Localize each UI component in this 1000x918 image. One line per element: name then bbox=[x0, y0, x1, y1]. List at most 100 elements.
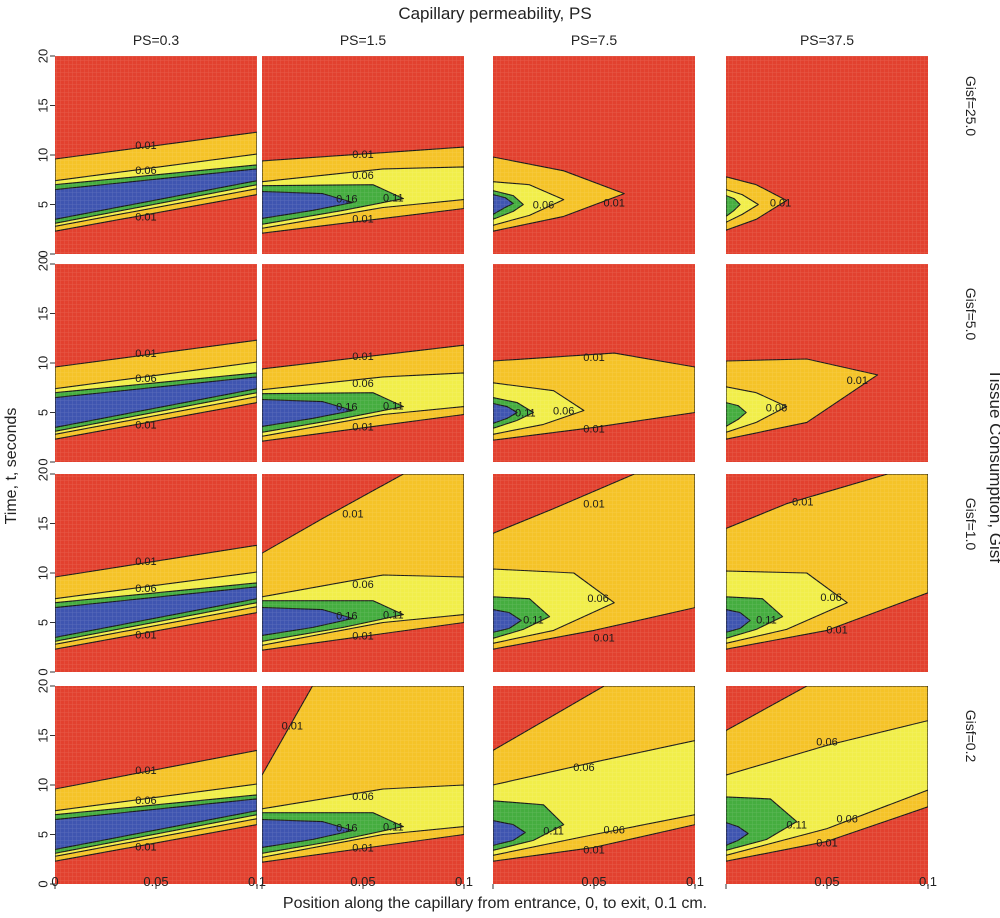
contour-panel: 0.06 0.06 0.11 0.01 bbox=[726, 686, 928, 884]
contour-label: 0.01 bbox=[583, 352, 604, 364]
contour-label: 0.06 bbox=[573, 762, 594, 774]
contour-label: 0.01 bbox=[135, 140, 156, 152]
panel-texture bbox=[726, 686, 928, 884]
x-tick-label: 0.05 bbox=[814, 874, 839, 889]
contour-panel: 0.01 0.06 0.16 0.11 0.01 bbox=[262, 56, 464, 254]
y-tick-label: 5 bbox=[35, 409, 50, 416]
y-axis-label: Time, t, seconds bbox=[3, 408, 20, 525]
contour-panel: 0.01 0.11 0.06 0.01 bbox=[493, 264, 695, 462]
panel-texture bbox=[493, 264, 695, 462]
contour-label: 0.16 bbox=[336, 194, 357, 206]
y-tick-label: 0 bbox=[35, 880, 50, 887]
contour-label: 0.06 bbox=[587, 593, 608, 605]
panel-texture bbox=[55, 56, 257, 254]
contour-panel: 0.01 0.06 0.01 bbox=[55, 474, 257, 672]
contour-label: 0.11 bbox=[756, 615, 777, 627]
contour-label: 0.06 bbox=[352, 791, 373, 803]
contour-panel: 0.01 0.06 0.16 0.11 0.01 bbox=[262, 474, 464, 672]
contour-label: 0.06 bbox=[603, 825, 624, 837]
contour-label: 0.11 bbox=[786, 820, 807, 832]
contour-label: 0.11 bbox=[383, 401, 404, 413]
y-tick-label: 15 bbox=[35, 98, 50, 112]
column-label: PS=37.5 bbox=[800, 32, 854, 48]
panel-texture bbox=[726, 474, 928, 672]
contour-label: 0.11 bbox=[383, 822, 404, 834]
contour-label: 0.01 bbox=[352, 351, 373, 363]
contour-panel: 0.01 0.06 0.16 0.11 0.01 bbox=[262, 686, 464, 884]
contour-panel: 0.06 0.06 0.11 0.01 bbox=[493, 686, 695, 884]
x-tick-label: 0.1 bbox=[686, 874, 704, 889]
contour-panel: 0.01 0.06 0.01 bbox=[55, 686, 257, 884]
contour-label: 0.16 bbox=[336, 402, 357, 414]
panel-texture bbox=[726, 56, 928, 254]
y-tick-label: 20 bbox=[35, 467, 50, 481]
contour-panel: 0.01 bbox=[726, 56, 928, 254]
contour-label: 0.01 bbox=[282, 721, 303, 733]
panel-texture bbox=[262, 264, 464, 462]
contour-label: 0.01 bbox=[847, 375, 868, 387]
column-label: PS=0.3 bbox=[133, 32, 180, 48]
x-tick-label: 0.05 bbox=[143, 874, 168, 889]
y-tick-label: 15 bbox=[35, 306, 50, 320]
contour-label: 0.11 bbox=[515, 408, 536, 420]
y-tick-label: 10 bbox=[35, 356, 50, 370]
contour-label: 0.01 bbox=[583, 499, 604, 511]
y-tick-label: 5 bbox=[35, 619, 50, 626]
contour-label: 0.06 bbox=[135, 373, 156, 385]
x-tick-label: 0.05 bbox=[581, 874, 606, 889]
row-label: Gisf=25.0 bbox=[963, 76, 979, 137]
contour-label: 0.01 bbox=[352, 842, 373, 854]
contour-panel: 0.01 0.06 0.11 0.01 bbox=[726, 474, 928, 672]
y-tick-label: 10 bbox=[35, 778, 50, 792]
contour-label: 0.01 bbox=[593, 632, 614, 644]
x-axis-label: Position along the capillary from entran… bbox=[283, 895, 707, 912]
y-tick-label: 20 bbox=[35, 257, 50, 271]
contour-label: 0.11 bbox=[523, 615, 544, 627]
x-tick-label: 0.1 bbox=[455, 874, 473, 889]
contour-label: 0.16 bbox=[336, 611, 357, 623]
contour-label: 0.01 bbox=[135, 629, 156, 641]
panel-texture bbox=[262, 474, 464, 672]
contour-panel: 0.01 0.06 0.01 bbox=[55, 264, 257, 462]
row-label: Gisf=0.2 bbox=[963, 710, 979, 763]
contour-label: 0.01 bbox=[352, 149, 373, 161]
contour-label: 0.01 bbox=[816, 837, 837, 849]
contour-panel: 0.01 0.06 0.16 0.11 0.01 bbox=[262, 264, 464, 462]
contour-label: 0.01 bbox=[583, 844, 604, 856]
y-tick-label: 10 bbox=[35, 566, 50, 580]
contour-label: 0.01 bbox=[135, 348, 156, 360]
y-tick-label: 20 bbox=[35, 679, 50, 693]
panel-texture bbox=[493, 56, 695, 254]
y-tick-label: 10 bbox=[35, 148, 50, 162]
x-tick-label: 0 bbox=[51, 874, 58, 889]
contour-label: 0.01 bbox=[826, 624, 847, 636]
panel-texture bbox=[55, 264, 257, 462]
contour-label: 0.11 bbox=[383, 193, 404, 205]
contour-label: 0.01 bbox=[352, 213, 373, 225]
contour-label: 0.06 bbox=[135, 583, 156, 595]
contour-label: 0.01 bbox=[603, 198, 624, 210]
x-tick-label: 0.1 bbox=[248, 874, 266, 889]
contour-panel: 0.01 0.06 0.01 bbox=[55, 56, 257, 254]
contour-label: 0.06 bbox=[352, 378, 373, 390]
column-label: PS=1.5 bbox=[340, 32, 387, 48]
contour-label: 0.01 bbox=[135, 841, 156, 853]
contour-panel: 0.06 0.01 bbox=[493, 56, 695, 254]
contour-label: 0.01 bbox=[792, 497, 813, 509]
contour-panel: 0.06 0.01 bbox=[726, 264, 928, 462]
panel-texture bbox=[262, 56, 464, 254]
contour-label: 0.06 bbox=[135, 795, 156, 807]
panel-grid: 0.01 0.06 0.01 0.01 0.06 0.16 0.11 0.01 0.06 0.01… bbox=[35, 32, 979, 889]
row-label: Gisf=5.0 bbox=[963, 288, 979, 341]
panel-texture bbox=[726, 264, 928, 462]
contour-label: 0.01 bbox=[135, 765, 156, 777]
contour-label: 0.06 bbox=[533, 200, 554, 212]
column-label: PS=7.5 bbox=[571, 32, 618, 48]
panel-texture bbox=[493, 686, 695, 884]
contour-label: 0.01 bbox=[135, 211, 156, 223]
contour-label: 0.01 bbox=[135, 556, 156, 568]
contour-label: 0.01 bbox=[352, 421, 373, 433]
contour-label: 0.01 bbox=[770, 198, 791, 210]
x-tick-label: 0.1 bbox=[919, 874, 937, 889]
